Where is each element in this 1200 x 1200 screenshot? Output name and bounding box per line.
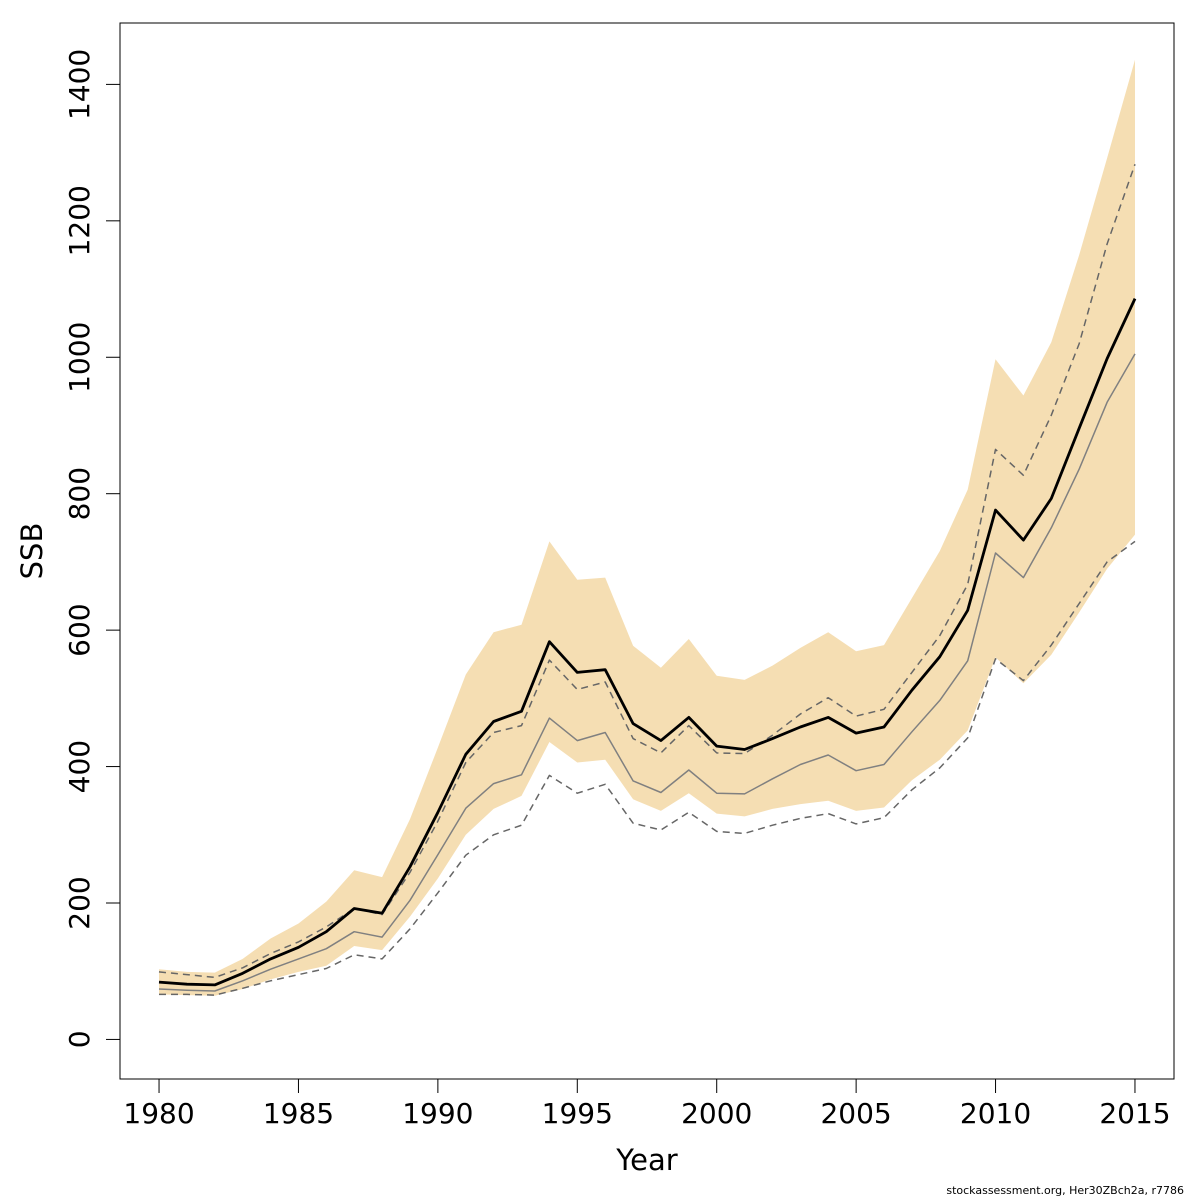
y-tick-label: 1000 bbox=[63, 322, 96, 393]
x-axis-title: Year bbox=[615, 1143, 677, 1177]
x-tick-label: 2015 bbox=[1099, 1097, 1170, 1130]
upper-dashed-line bbox=[158, 163, 1136, 979]
y-tick-label: 1200 bbox=[63, 185, 96, 256]
x-axis: 1980 1985 1990 1995 2000 2005 2010 2015 bbox=[123, 1078, 1171, 1130]
x-tick-label: 1990 bbox=[402, 1097, 473, 1130]
y-tick-label: 400 bbox=[63, 740, 96, 793]
y-tick-label: 1400 bbox=[63, 49, 96, 120]
x-tick-label: 2005 bbox=[820, 1097, 891, 1130]
y-axis-title: SSB bbox=[15, 523, 49, 580]
y-tick-label: 800 bbox=[63, 467, 96, 520]
x-tick-label: 2010 bbox=[960, 1097, 1031, 1130]
y-tick-label: 600 bbox=[63, 603, 96, 656]
y-tick-label: 0 bbox=[63, 1030, 96, 1048]
x-tick-label: 2000 bbox=[681, 1097, 752, 1130]
y-tick-label: 200 bbox=[63, 876, 96, 929]
x-tick-label: 1985 bbox=[263, 1097, 334, 1130]
ssb-estimate-line bbox=[158, 298, 1137, 987]
x-tick-label: 1995 bbox=[542, 1097, 613, 1130]
ssb-median-line bbox=[158, 353, 1136, 992]
footnote: stockassessment.org, Her30ZBch2a, r7786 bbox=[946, 1184, 1184, 1197]
confidence-band bbox=[159, 59, 1135, 996]
x-tick-label: 1980 bbox=[123, 1097, 194, 1130]
y-axis: 0 200 400 600 800 1000 1200 1400 bbox=[63, 49, 121, 1048]
